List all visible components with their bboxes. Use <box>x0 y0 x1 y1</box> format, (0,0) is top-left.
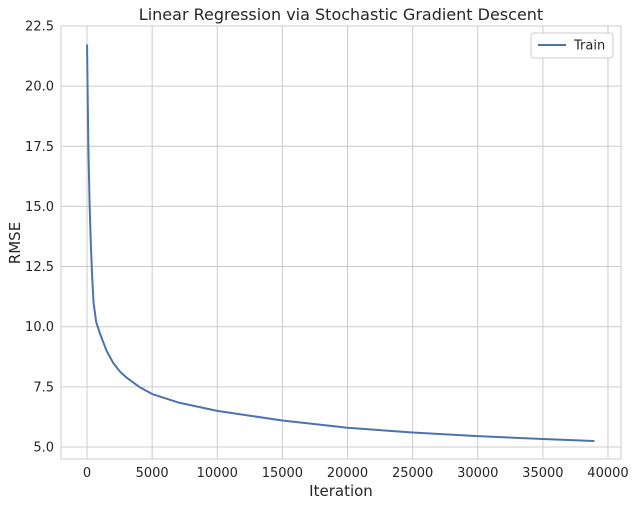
x-tick-label: 10000 <box>197 466 238 481</box>
y-tick-label: 22.5 <box>25 20 54 35</box>
y-tick-label: 7.5 <box>33 380 54 395</box>
plot-border <box>60 25 622 460</box>
x-tick-label: 25000 <box>392 466 433 481</box>
legend-label-train: Train <box>573 39 605 54</box>
y-axis-ticks: 5.0 7.5 10.0 12.5 15.0 17.5 20.0 22.5 <box>25 20 54 456</box>
x-tick-label: 15000 <box>262 466 303 481</box>
x-tick-label: 30000 <box>457 466 498 481</box>
legend: Train <box>530 32 614 59</box>
y-tick-label: 20.0 <box>25 80 54 95</box>
y-tick-label: 5.0 <box>33 440 54 455</box>
y-tick-label: 12.5 <box>25 260 54 275</box>
chart-title: Linear Regression via Stochastic Gradien… <box>139 5 543 24</box>
x-tick-label: 40000 <box>587 466 628 481</box>
x-tick-label: 0 <box>83 466 91 481</box>
x-axis-label: Iteration <box>309 482 373 500</box>
y-axis-label: RMSE <box>6 222 24 264</box>
series-layer <box>86 44 595 442</box>
x-tick-label: 20000 <box>327 466 368 481</box>
legend-box <box>530 32 614 59</box>
x-tick-label: 5000 <box>136 466 169 481</box>
x-tick-label: 35000 <box>522 466 563 481</box>
y-tick-label: 15.0 <box>25 200 54 215</box>
y-tick-label: 17.5 <box>25 140 54 155</box>
y-tick-label: 10.0 <box>25 320 54 335</box>
plot-area <box>61 26 621 459</box>
plot-frame <box>60 25 622 460</box>
series-line-train <box>86 44 595 442</box>
x-axis-ticks: 0 5000 10000 15000 20000 25000 30000 35000 40000 <box>83 466 629 481</box>
